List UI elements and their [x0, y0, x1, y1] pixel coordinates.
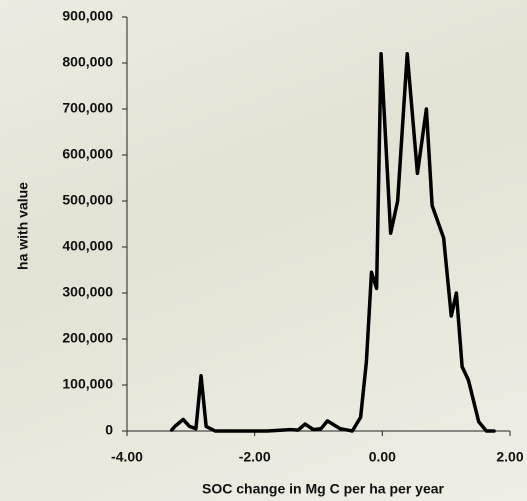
y-tick-label: 900,000: [62, 8, 113, 24]
x-tick-label: 0.00: [369, 449, 396, 465]
y-tick-label: 100,000: [62, 376, 113, 392]
y-tick-label: 300,000: [62, 284, 113, 300]
x-tick-label: 2.00: [496, 449, 523, 465]
y-tick-label: 200,000: [62, 330, 113, 346]
y-tick-label: 0: [105, 422, 113, 438]
x-tick-label: -4.00: [111, 449, 143, 465]
y-axis-title: ha with value: [15, 182, 31, 270]
y-tick-label: 800,000: [62, 54, 113, 70]
y-tick-label: 400,000: [62, 238, 113, 254]
data-line: [172, 54, 494, 431]
x-tick-label: -2.00: [239, 449, 271, 465]
y-tick-label: 700,000: [62, 100, 113, 116]
chart: ha with value SOC change in Mg C per ha …: [0, 0, 527, 501]
y-tick-label: 500,000: [62, 192, 113, 208]
y-tick-label: 600,000: [62, 146, 113, 162]
x-axis-title: SOC change in Mg C per ha per year: [202, 481, 445, 497]
